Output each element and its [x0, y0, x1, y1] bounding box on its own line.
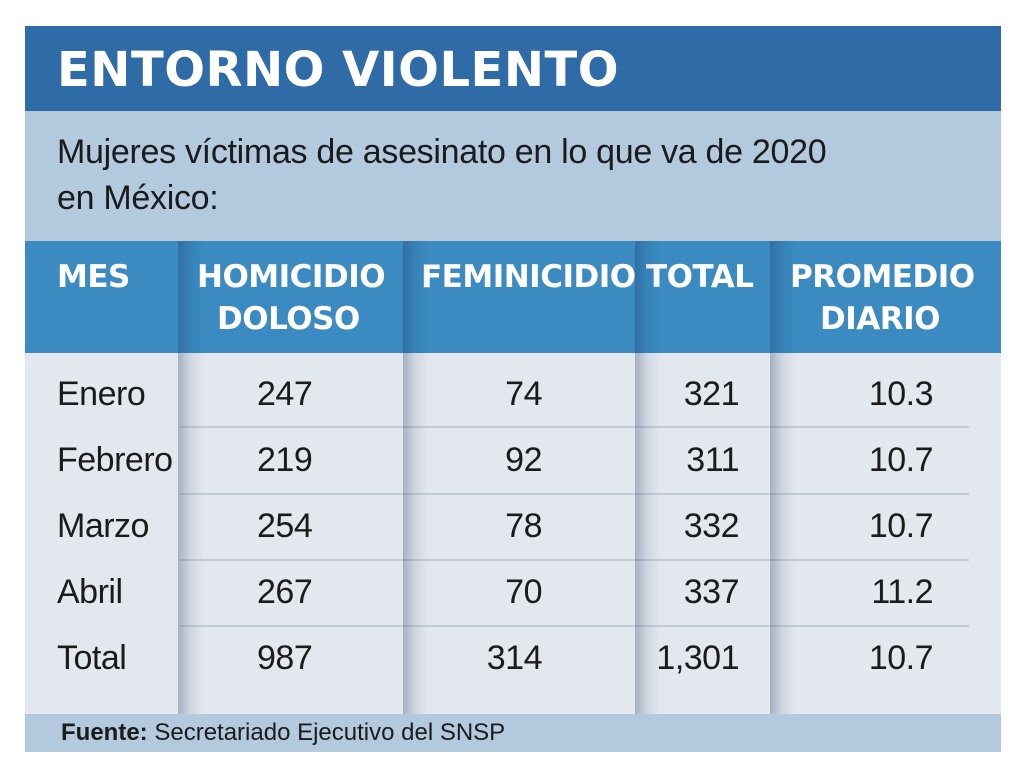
- column-header-line: DOLOSO: [217, 301, 360, 337]
- cell-promedio: 10.7: [868, 639, 934, 677]
- cell-total: 1,301: [656, 639, 739, 677]
- column-header-line: HOMICIDIO: [197, 259, 386, 295]
- row-divider: [180, 493, 969, 495]
- cell-total: 311: [686, 441, 739, 479]
- cell-homicidio: 254: [257, 507, 313, 545]
- table-row-enero: Enero 247 74 321 10.3: [25, 361, 1001, 427]
- column-header-total: TOTAL: [646, 256, 754, 298]
- row-divider: [180, 559, 969, 561]
- cell-feminicidio: 74: [505, 375, 542, 413]
- cell-homicidio: 219: [257, 441, 313, 479]
- cell-promedio: 10.7: [868, 507, 934, 545]
- cell-homicidio: 247: [257, 375, 313, 413]
- infographic-card: ENTORNO VIOLENTO Mujeres víctimas de ase…: [25, 26, 1001, 752]
- subtitle-band: Mujeres víctimas de asesinato en lo que …: [25, 111, 1001, 241]
- subtitle-line-2: en México:: [57, 179, 219, 217]
- cell-mes: Abril: [57, 573, 123, 611]
- source-label: Fuente:: [61, 719, 148, 746]
- cell-homicidio: 987: [257, 639, 313, 677]
- column-separator: [770, 241, 796, 714]
- subtitle-line-1: Mujeres víctimas de asesinato en lo que …: [57, 133, 827, 171]
- table-body: Enero 247 74 321 10.3 Febrero 219 92 311…: [25, 353, 1001, 714]
- column-header-line: PROMEDIO: [790, 259, 975, 295]
- column-separator: [403, 241, 429, 714]
- cell-promedio: 10.3: [868, 375, 934, 413]
- infographic-subtitle: Mujeres víctimas de asesinato en lo que …: [57, 129, 897, 221]
- cell-mes: Marzo: [57, 507, 149, 545]
- source-band: Fuente: Secretariado Ejecutivo del SNSP: [25, 714, 1001, 752]
- cell-total: 321: [683, 375, 740, 413]
- column-separator: [635, 241, 661, 714]
- cell-feminicidio: 70: [505, 573, 542, 611]
- table-row-marzo: Marzo 254 78 332 10.7: [25, 493, 1001, 559]
- cell-promedio: 11.2: [871, 573, 933, 611]
- cell-homicidio: 267: [257, 573, 313, 611]
- title-bar: ENTORNO VIOLENTO: [25, 26, 1001, 111]
- cell-feminicidio: 92: [505, 441, 542, 479]
- column-header-homicidio-doloso: HOMICIDIO DOLOSO: [197, 256, 386, 340]
- source-text: Secretariado Ejecutivo del SNSP: [154, 719, 506, 746]
- column-header-feminicidio: FEMINICIDIO: [421, 256, 636, 298]
- column-header-line: MES: [57, 259, 130, 295]
- cell-feminicidio: 78: [505, 507, 542, 545]
- cell-mes: Enero: [57, 375, 146, 413]
- cell-total: 337: [683, 573, 740, 611]
- row-divider: [180, 625, 969, 627]
- column-header-line: FEMINICIDIO: [421, 259, 636, 295]
- cell-feminicidio: 314: [486, 639, 543, 677]
- table-header: MES HOMICIDIO DOLOSO FEMINICIDIO TOTAL P…: [25, 241, 1001, 353]
- column-header-line: TOTAL: [646, 259, 754, 295]
- column-separator: [178, 241, 204, 714]
- cell-mes: Total: [57, 639, 127, 677]
- column-header-promedio-diario: PROMEDIO DIARIO: [790, 256, 975, 340]
- column-header-line: DIARIO: [820, 301, 941, 337]
- table-row-total: Total 987 314 1,301 10.7: [25, 625, 1001, 691]
- row-divider: [180, 426, 969, 428]
- table-row-abril: Abril 267 70 337 11.2: [25, 559, 1001, 625]
- cell-total: 332: [683, 507, 740, 545]
- cell-promedio: 10.7: [868, 441, 934, 479]
- infographic-title: ENTORNO VIOLENTO: [57, 42, 620, 98]
- column-header-mes: MES: [57, 256, 130, 298]
- cell-mes: Febrero: [57, 441, 173, 479]
- source-note: Fuente: Secretariado Ejecutivo del SNSP: [61, 719, 505, 747]
- table-row-febrero: Febrero 219 92 311 10.7: [25, 427, 1001, 493]
